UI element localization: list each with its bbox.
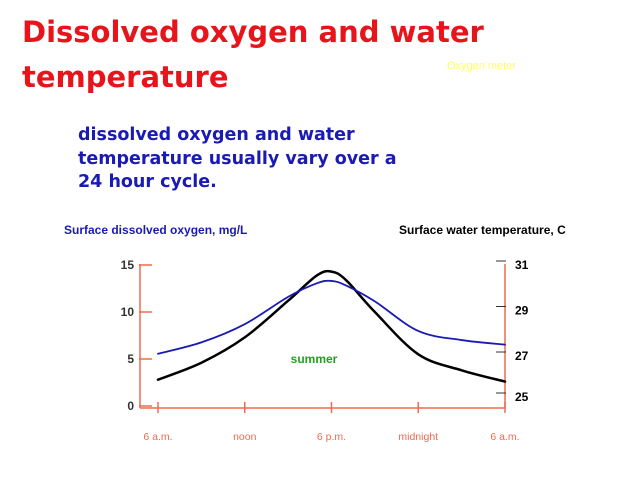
x-tick-label: 6 a.m. [490,431,519,443]
y-right-tick-label: 29 [515,304,529,318]
y-axis-right-label: Surface water temperature, C [399,223,566,237]
y-left-tick-label: 0 [127,399,134,413]
watermark-text: Oxygen meter [447,60,517,72]
slide-title: Dissolved oxygen and water temperature [22,15,484,94]
summer-annotation: summer [291,352,338,366]
y-right-tick-label: 27 [515,349,529,363]
y-right-tick-label: 25 [515,390,529,404]
x-tick-label: 6 a.m. [143,431,172,443]
y-axis-left-label: Surface dissolved oxygen, mg/L [64,223,248,237]
y-right-tick-label: 31 [515,258,529,272]
x-tick-label: 6 p.m. [317,431,346,443]
water-temperature-line [157,279,506,355]
dissolved-oxygen-line [156,269,507,383]
x-tick-label: midnight [398,431,438,443]
y-left-tick-label: 10 [121,305,135,319]
y-left-tick-label: 5 [127,352,134,366]
y-left-tick-label: 15 [121,258,135,272]
x-tick-label: noon [233,431,257,443]
slide-subtitle: dissolved oxygen and water temperature u… [78,125,397,192]
